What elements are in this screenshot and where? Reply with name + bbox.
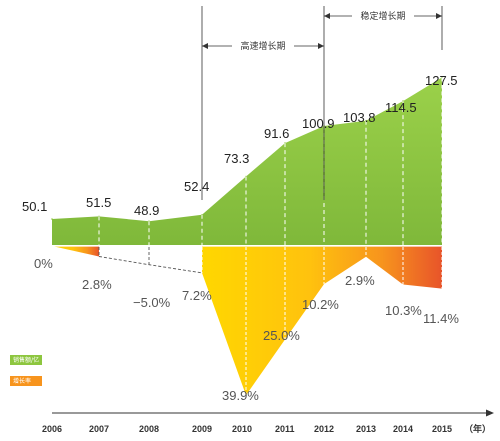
period-label-2: 稳定增长期 [360, 10, 405, 22]
guide-lines [98, 77, 443, 396]
growth-label-2013: 2.9% [345, 273, 375, 288]
growth-label-2009: 7.2% [182, 288, 212, 303]
sales-label-2008: 48.9 [134, 203, 159, 218]
growth-label-2011: 25.0% [263, 328, 300, 343]
x-tick-2006: 2006 [42, 424, 62, 434]
sales-point-2006 [51, 218, 53, 220]
x-tick-2008: 2008 [139, 424, 159, 434]
sales-area [52, 77, 442, 246]
x-tick-2015: 2015 [432, 424, 452, 434]
sales-label-2010: 73.3 [224, 151, 249, 166]
period-arrow-right-icon [318, 43, 324, 49]
growth-label-2015: 11.4% [423, 311, 459, 326]
x-tick-2014: 2014 [393, 424, 413, 434]
growth-label-2008: −5.0% [133, 295, 171, 310]
growth-dip-outline [98, 256, 203, 274]
growth-label-2006: 0% [34, 256, 53, 271]
x-tick-2013: 2013 [356, 424, 376, 434]
legend: 销售额/亿 增长率 [10, 355, 42, 386]
sales-label-2013: 103.8 [343, 110, 376, 125]
growth-label-2012: 10.2% [302, 297, 339, 312]
period-arrow-right-icon [436, 13, 442, 19]
x-axis: （年） 2006 2007 2008 2009 2010 2011 2012 2013 2014… [42, 409, 494, 434]
x-tick-2009: 2009 [192, 424, 212, 434]
growth-area-early [52, 246, 99, 257]
legend-swatch-sales [10, 355, 42, 365]
sales-label-2014: 114.5 [385, 100, 417, 115]
sales-label-2006: 50.1 [22, 199, 47, 214]
sales-label-2009: 52.4 [184, 179, 209, 194]
growth-label-2010: 39.9% [222, 388, 259, 403]
period-label-1: 高速增长期 [240, 40, 285, 52]
growth-area [202, 246, 442, 396]
x-axis-arrow-icon [486, 409, 494, 417]
x-tick-2012: 2012 [314, 424, 334, 434]
period-annotations: 高速增长期 稳定增长期 [201, 6, 443, 200]
sales-label-2011: 91.6 [264, 126, 289, 141]
growth-label-2007: 2.8% [82, 277, 112, 292]
growth-label-2014: 10.3% [385, 303, 422, 318]
period-arrow-left-icon [324, 13, 330, 19]
period-label-bg [352, 9, 414, 23]
x-axis-unit: （年） [464, 423, 491, 434]
legend-swatch-growth [10, 376, 42, 386]
x-tick-2010: 2010 [232, 424, 252, 434]
period-arrow-left-icon [202, 43, 208, 49]
legend-label-sales: 销售额/亿 [13, 356, 39, 364]
value-labels: 50.1 51.5 48.9 52.4 73.3 91.6 100.9 103.8 114.5 1… [22, 73, 459, 403]
sales-label-2015: 127.5 [425, 73, 458, 88]
period-label-bg [232, 39, 294, 53]
legend-label-growth: 增长率 [13, 377, 31, 385]
growth-rate-series [52, 246, 442, 396]
sales-label-2012: 100.9 [302, 116, 335, 131]
x-tick-2007: 2007 [89, 424, 109, 434]
sales-label-2007: 51.5 [86, 195, 111, 210]
x-tick-2011: 2011 [275, 424, 295, 434]
